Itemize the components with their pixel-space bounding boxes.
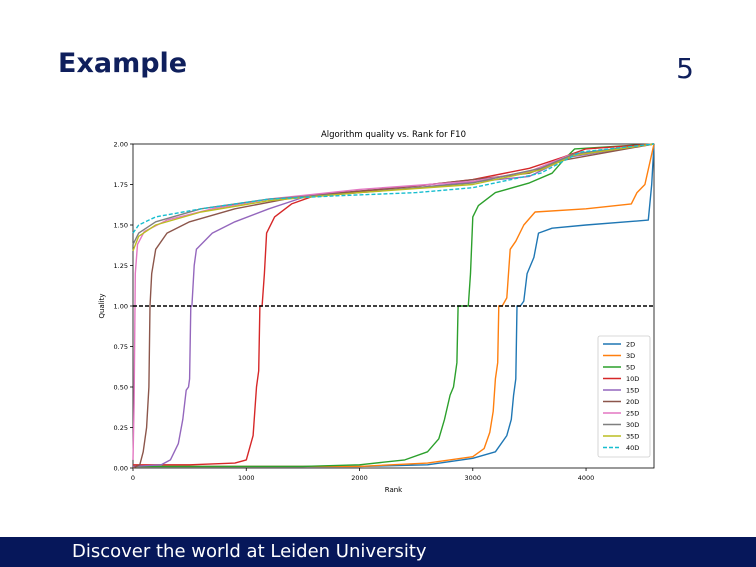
y-tick-label: 1.25 (114, 262, 128, 270)
legend-box (597, 335, 651, 458)
footer-text: Discover the world at Leiden University (72, 541, 427, 562)
slide-title: Example (58, 48, 188, 79)
chart-svg: Algorithm quality vs. Rank for F10 0 1000 2… (98, 130, 655, 494)
legend-label-25d: 25D (626, 409, 639, 417)
series-line-2d (133, 143, 655, 468)
series-line-25d (132, 143, 655, 460)
legend-label-10d: 10D (626, 375, 639, 383)
x-tick-label: 4000 (578, 474, 595, 482)
y-tick-label: 0.75 (114, 343, 128, 351)
legend-label-2d: 2D (626, 340, 635, 348)
legend-label-15d: 15D (626, 386, 639, 394)
y-axis-label: Quality (98, 293, 106, 318)
chart-figure: Algorithm quality vs. Rank for F10 0 1000 2… (92, 124, 664, 500)
y-tick-label: 0.25 (114, 424, 128, 432)
series-line-20d (132, 143, 655, 469)
x-axis-label: Rank (385, 486, 403, 494)
page-number: 5 (676, 52, 694, 85)
x-tick-label: 1000 (238, 474, 255, 482)
series-line-30d (132, 143, 655, 245)
chart-title: Algorithm quality vs. Rank for F10 (321, 130, 466, 140)
y-tick-label: 1.50 (114, 221, 128, 229)
x-tick-label: 3000 (465, 474, 482, 482)
y-tick-label: 2.00 (114, 140, 128, 148)
footer-bar: Discover the world at Leiden University (0, 537, 756, 567)
y-tick-label: 1.75 (114, 181, 128, 189)
series-line-10d (133, 143, 655, 466)
x-tick-label: 2000 (351, 474, 368, 482)
legend-label-5d: 5D (626, 363, 635, 371)
legend-label-40d: 40D (626, 444, 639, 452)
legend-label-3d: 3D (626, 352, 635, 360)
series-line-3d (133, 143, 655, 468)
series-line-15d (132, 143, 655, 468)
x-tick-label: 0 (131, 474, 135, 482)
legend-label-35d: 35D (626, 432, 639, 440)
series-line-40d (132, 143, 655, 234)
y-tick-label: 0.50 (114, 383, 128, 391)
y-tick-label: 0.00 (114, 464, 128, 472)
series-line-5d (133, 143, 655, 468)
legend-label-20d: 20D (626, 398, 639, 406)
legend-label-30d: 30D (626, 421, 639, 429)
y-tick-label: 1.00 (114, 302, 128, 310)
